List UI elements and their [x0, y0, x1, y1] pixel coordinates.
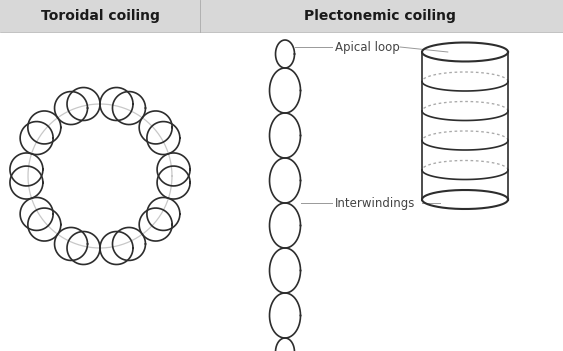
Bar [0, 0, 563, 32]
Text: Interwindings: Interwindings [335, 197, 415, 210]
Text: Plectonemic coiling: Plectonemic coiling [304, 9, 456, 23]
Text: Apical loop: Apical loop [335, 40, 400, 53]
Text: Toroidal coiling: Toroidal coiling [41, 9, 159, 23]
